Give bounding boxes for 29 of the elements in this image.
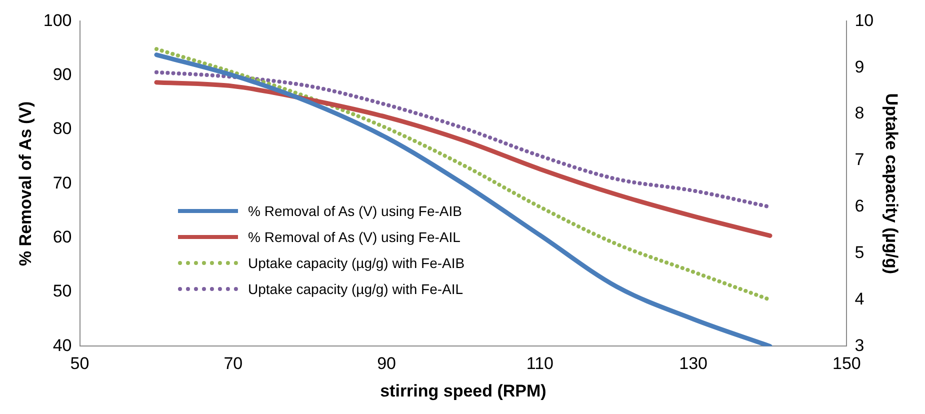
line-series <box>154 52 772 346</box>
x-axis-title: stirring speed (RPM) <box>380 381 546 400</box>
y2-tick-label: 6 <box>854 196 864 216</box>
x-tick-label: 70 <box>224 354 243 374</box>
legend-label: % Removal of As (V) using Fe-AIL <box>248 229 460 245</box>
y2-tick-label: 7 <box>854 150 864 170</box>
y-tick-label: 70 <box>52 173 72 192</box>
y-tick-label: 100 <box>43 10 72 30</box>
x-tick-label: 150 <box>832 354 861 374</box>
legend-label: Uptake capacity (µg/g) with Fe-AIB <box>248 255 465 271</box>
y2-tick-label: 4 <box>854 289 864 308</box>
y-tick-label: 40 <box>52 336 72 355</box>
y2-tick-label: 5 <box>854 243 864 262</box>
x-tick-label: 90 <box>377 354 396 374</box>
y-tick-label: 80 <box>52 119 72 138</box>
x-tick-label: 110 <box>526 354 554 374</box>
y-tick-label: 90 <box>52 65 72 84</box>
legend-label: Uptake capacity (µg/g) with Fe-AIL <box>248 281 464 297</box>
y2-tick-label: 10 <box>854 10 874 30</box>
y-tick-label: 50 <box>52 282 72 301</box>
x-tick-label: 130 <box>679 354 708 374</box>
y2-axis-title: Uptake capacity (µg/g) <box>882 93 902 274</box>
y2-tick-label: 8 <box>854 104 864 123</box>
y-axis-title: % Removal of As (V) <box>16 101 35 266</box>
y-tick-label: 60 <box>52 228 72 247</box>
y2-tick-label: 9 <box>854 57 864 76</box>
y2-tick-label: 3 <box>854 336 864 355</box>
x-tick-label: 50 <box>70 354 90 374</box>
legend-label: % Removal of As (V) using Fe-AIB <box>248 203 462 219</box>
